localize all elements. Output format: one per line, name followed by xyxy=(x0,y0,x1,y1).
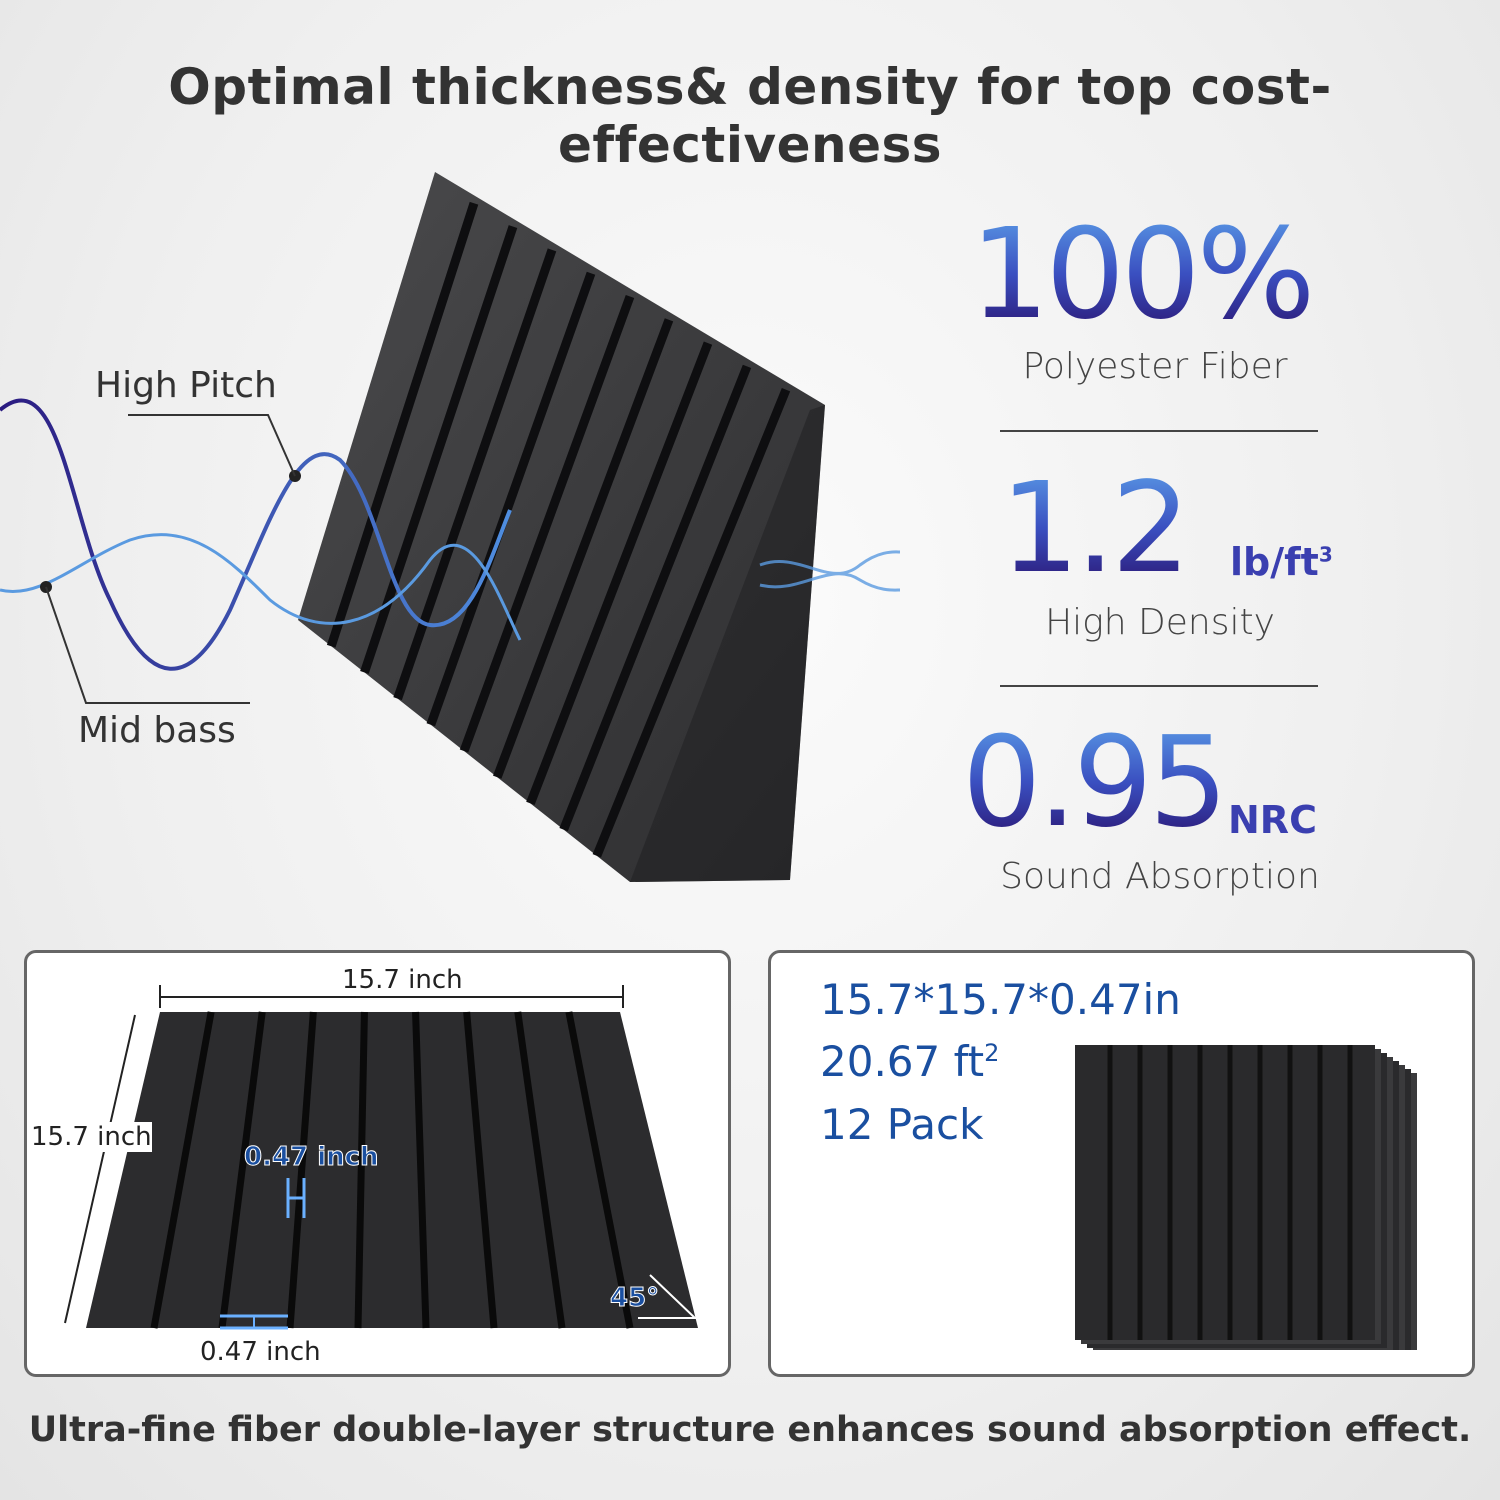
panel-groove xyxy=(426,271,596,727)
panel-groove xyxy=(592,388,791,858)
stat-density-value: 1.2 xyxy=(1000,456,1191,601)
density-unit-sup: 3 xyxy=(1318,542,1333,567)
stat-density-unit: lb/ft3 xyxy=(1230,540,1333,584)
panel-groove xyxy=(459,294,635,753)
stacked-panel xyxy=(1075,1045,1375,1340)
panel-groove xyxy=(218,1011,266,1329)
panel-groove xyxy=(326,201,479,648)
stat-nrc-value: 0.95 xyxy=(962,710,1228,855)
divider xyxy=(1000,430,1318,432)
footer-caption: Ultra-fine fiber double-layer structure … xyxy=(28,1410,1472,1450)
slat-width-dimension: 0.47 inch xyxy=(200,1337,321,1367)
high-pitch-label: High Pitch xyxy=(95,365,277,406)
panel-groove xyxy=(412,1011,430,1329)
divider xyxy=(1000,685,1318,687)
hero-illustration xyxy=(0,172,901,882)
stat-nrc-unit: NRC xyxy=(1228,798,1317,842)
panel-groove xyxy=(514,1011,566,1329)
panel-groove xyxy=(559,364,752,832)
stat-fiber-label: Polyester Fiber xyxy=(1022,346,1288,387)
page-title: Optimal thickness& density for top cost-… xyxy=(168,58,1332,174)
panel-groove xyxy=(526,341,713,806)
panel-groove xyxy=(354,1011,368,1329)
spec-area-sup: 2 xyxy=(984,1039,1000,1067)
dimensions-drawing xyxy=(64,985,698,1330)
panel-groove xyxy=(286,1011,317,1329)
stat-density-label: High Density xyxy=(1045,602,1275,643)
panel-groove xyxy=(150,1011,215,1329)
bevel-angle: 45° xyxy=(609,1283,660,1314)
density-unit-text: lb/ft xyxy=(1230,540,1319,584)
panel-groove xyxy=(565,1011,634,1329)
spec-pack: 12 Pack xyxy=(820,1100,984,1149)
panel-groove xyxy=(492,318,674,779)
depth-dimension: 0.47 inch xyxy=(244,1142,380,1173)
mid-bass-wave xyxy=(0,533,522,641)
spec-size: 15.7*15.7*0.47in xyxy=(820,975,1181,1024)
panel-slats xyxy=(326,201,791,858)
stat-fiber-value: 100% xyxy=(970,202,1315,347)
mid-bass-label: Mid bass xyxy=(78,710,236,751)
height-dimension: 15.7 inch xyxy=(31,1122,152,1152)
panel-groove xyxy=(360,225,518,674)
spec-area: 20.67 ft2 xyxy=(820,1037,999,1086)
width-dimension: 15.7 inch xyxy=(342,965,463,995)
panel-groove xyxy=(463,1011,498,1329)
high-pitch-wave xyxy=(0,398,512,671)
exit-wave xyxy=(759,550,901,592)
spec-area-text: 20.67 ft xyxy=(820,1037,985,1086)
stat-nrc-label: Sound Absorption xyxy=(1000,856,1320,897)
stacked-panels-image xyxy=(1075,1045,1417,1350)
